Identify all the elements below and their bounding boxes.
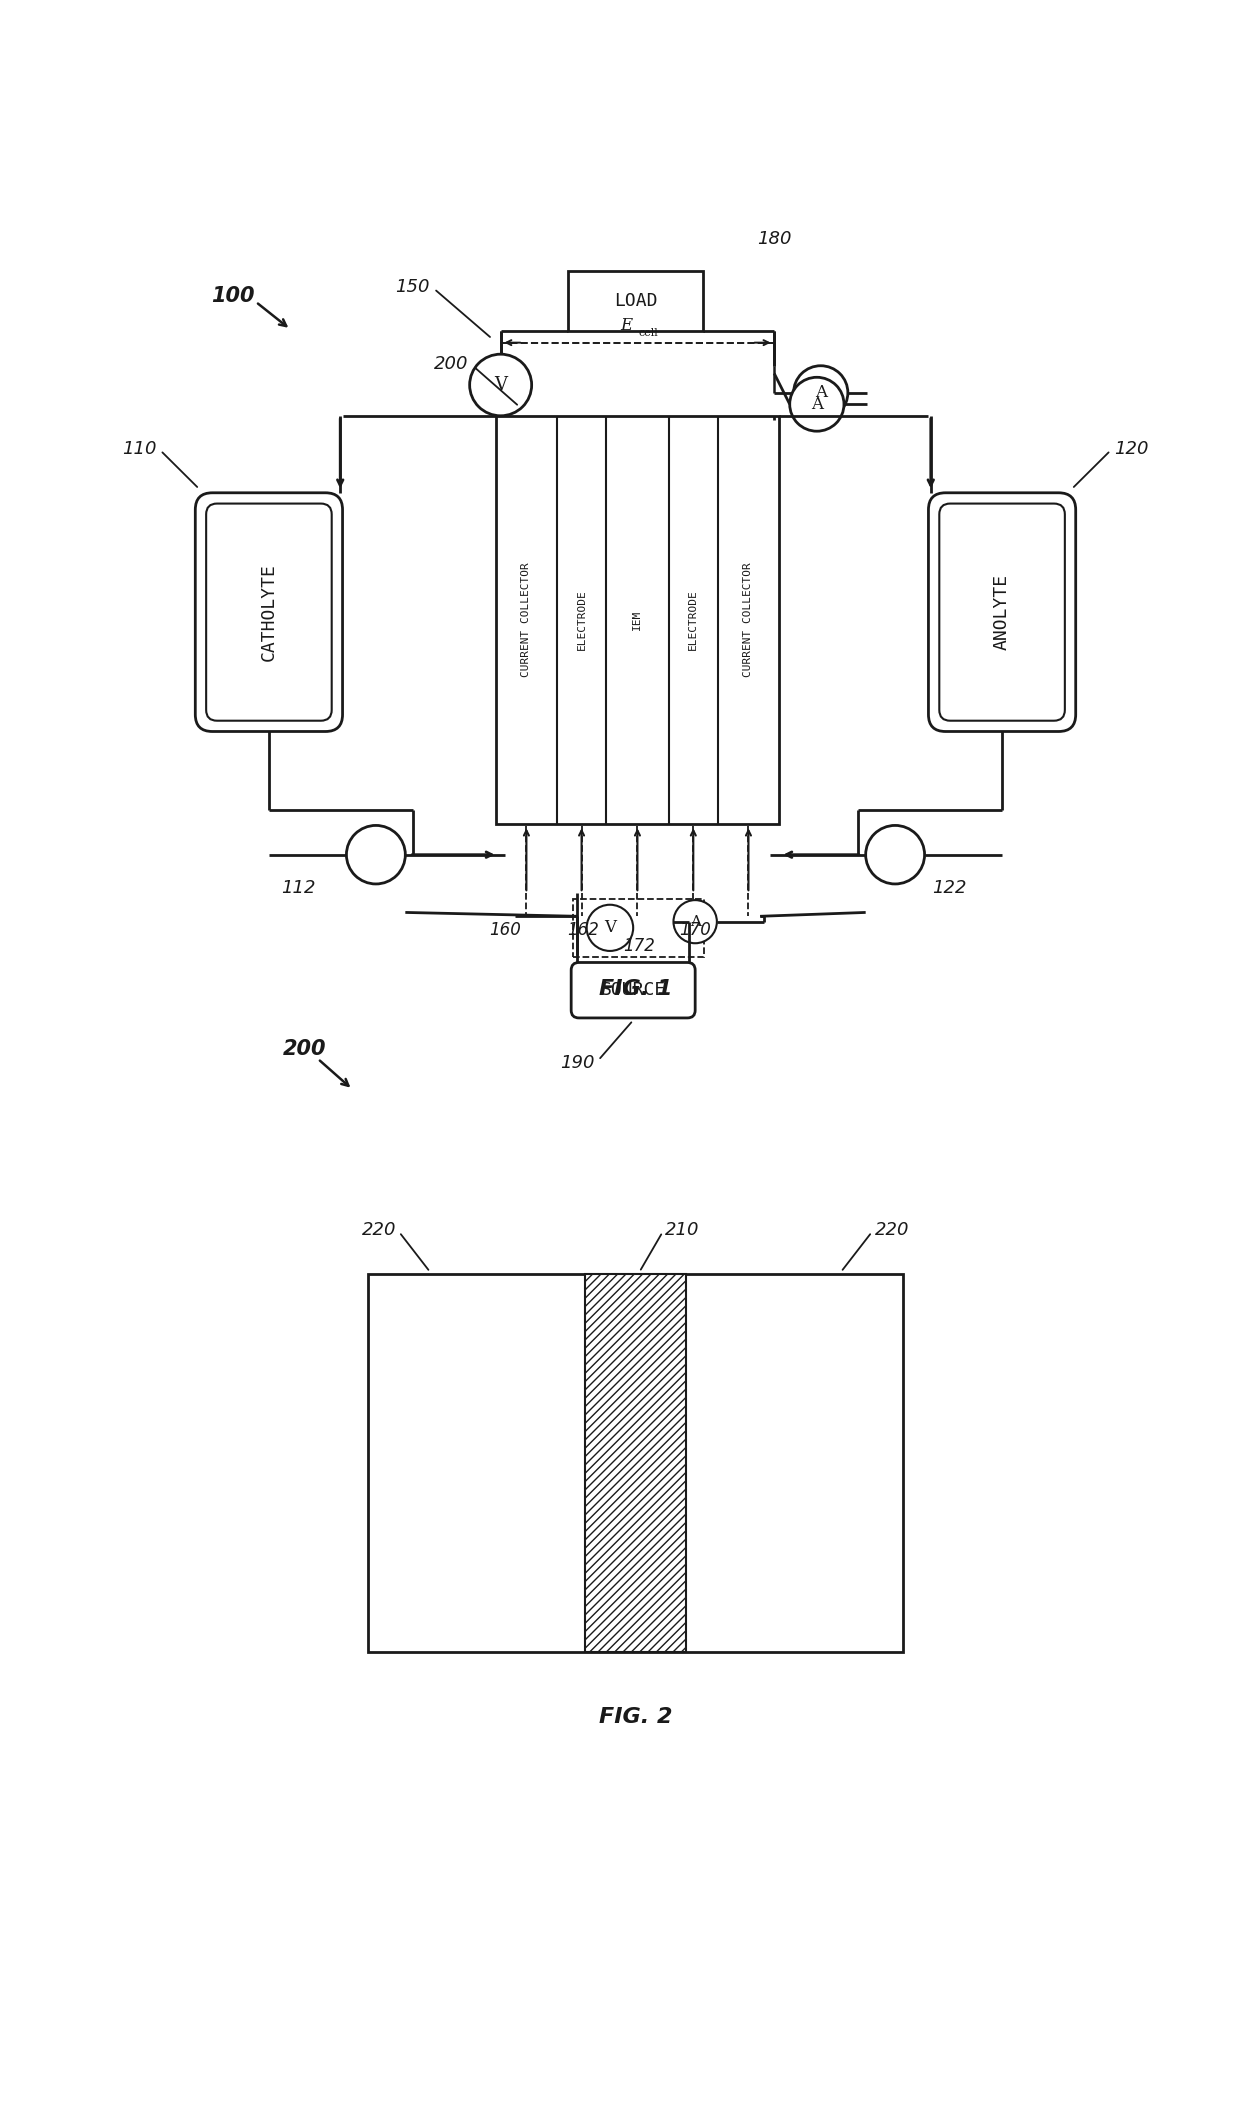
- Circle shape: [470, 355, 532, 416]
- FancyBboxPatch shape: [496, 416, 779, 823]
- Text: 112: 112: [281, 878, 315, 897]
- Text: 160: 160: [489, 920, 521, 939]
- FancyBboxPatch shape: [206, 505, 332, 720]
- Text: A: A: [815, 384, 827, 401]
- Text: ELECTRODE: ELECTRODE: [577, 589, 587, 650]
- FancyBboxPatch shape: [929, 492, 1076, 733]
- FancyBboxPatch shape: [196, 492, 342, 733]
- Text: A: A: [811, 395, 823, 414]
- Text: 120: 120: [1115, 439, 1149, 458]
- Text: 122: 122: [932, 878, 967, 897]
- Text: LOAD: LOAD: [614, 291, 657, 310]
- Text: 170: 170: [680, 920, 711, 939]
- Circle shape: [794, 365, 848, 420]
- Text: 172: 172: [622, 937, 655, 954]
- Bar: [585, 1275, 686, 1651]
- Circle shape: [587, 906, 634, 950]
- Circle shape: [866, 825, 925, 885]
- Text: E: E: [620, 317, 632, 334]
- FancyBboxPatch shape: [568, 270, 703, 331]
- Text: 220: 220: [875, 1222, 909, 1239]
- Text: 200: 200: [283, 1039, 326, 1060]
- Text: 180: 180: [758, 230, 792, 247]
- Text: CURRENT COLLECTOR: CURRENT COLLECTOR: [744, 562, 754, 678]
- Text: 150: 150: [396, 279, 430, 296]
- Text: ANOLYTE: ANOLYTE: [993, 574, 1011, 650]
- Text: A: A: [689, 914, 701, 929]
- FancyBboxPatch shape: [368, 1275, 903, 1651]
- Text: 220: 220: [362, 1222, 396, 1239]
- Text: FIG. 2: FIG. 2: [599, 1708, 672, 1727]
- Text: 162: 162: [567, 920, 599, 939]
- Text: SOURCE: SOURCE: [600, 982, 666, 999]
- FancyBboxPatch shape: [940, 505, 1065, 720]
- Text: V: V: [495, 376, 507, 395]
- Circle shape: [790, 378, 844, 431]
- Text: IEM: IEM: [632, 610, 642, 629]
- Text: V: V: [604, 918, 616, 937]
- Text: cell: cell: [639, 327, 658, 338]
- Text: ELECTRODE: ELECTRODE: [688, 589, 698, 650]
- Circle shape: [673, 899, 717, 944]
- Circle shape: [346, 825, 405, 885]
- FancyBboxPatch shape: [572, 963, 696, 1018]
- Text: 210: 210: [665, 1222, 699, 1239]
- Text: 110: 110: [122, 439, 156, 458]
- Text: 190: 190: [560, 1053, 594, 1072]
- Text: 100: 100: [211, 287, 254, 306]
- Text: 200: 200: [434, 355, 469, 374]
- Text: FIG. 1: FIG. 1: [599, 980, 672, 999]
- Text: CATHOLYTE: CATHOLYTE: [260, 564, 278, 661]
- Text: CURRENT COLLECTOR: CURRENT COLLECTOR: [521, 562, 532, 678]
